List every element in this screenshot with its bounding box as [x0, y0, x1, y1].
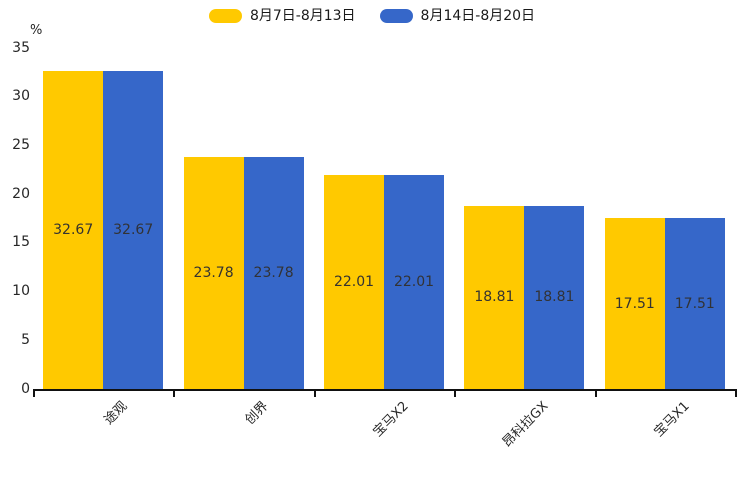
y-tick-label: 15 — [12, 234, 30, 251]
bar-value-label: 17.51 — [614, 295, 655, 312]
bar-8月14日-8月20日-昂科拉GX: 18.81 — [524, 205, 585, 389]
bar-8月7日-8月13日-宝马X1: 17.51 — [604, 218, 665, 389]
legend-label: 8月7日-8月13日 — [249, 8, 356, 24]
legend-item: 8月14日-8月20日 — [379, 7, 536, 25]
bar-8月14日-8月20日-途观: 32.67 — [103, 70, 164, 389]
bar-value-label: 32.67 — [53, 221, 94, 238]
x-axis-tick — [454, 391, 457, 397]
y-tick-label: 25 — [12, 136, 30, 153]
bar-value-label: 23.78 — [193, 265, 234, 282]
chart-legend: 8月7日-8月13日 8月14日-8月20日 — [0, 7, 744, 25]
bar-8月14日-8月20日-宝马X2: 22.01 — [384, 174, 444, 389]
legend-item: 8月7日-8月13日 — [208, 7, 356, 25]
bar-value-label: 23.78 — [253, 265, 294, 282]
bar-value-label: 17.51 — [674, 295, 715, 312]
bar-8月14日-8月20日-创界: 23.78 — [243, 157, 304, 389]
y-tick-label: 20 — [12, 185, 30, 202]
bar-value-label: 18.81 — [534, 289, 575, 306]
legend-swatch — [208, 9, 242, 23]
x-axis-tick — [313, 391, 316, 397]
bar-8月14日-8月20日-宝马X1: 17.51 — [664, 218, 725, 389]
x-category-label: 昂科拉GX — [500, 398, 552, 451]
y-tick-label: 10 — [12, 283, 30, 300]
y-axis-unit-label: % — [30, 23, 43, 38]
bar-8月7日-8月13日-创界: 23.78 — [183, 157, 244, 389]
x-axis-line — [33, 389, 737, 391]
x-axis-tick — [173, 391, 176, 397]
bar-value-label: 22.01 — [393, 273, 435, 290]
x-category-label: 创界 — [242, 398, 272, 428]
legend-swatch — [379, 9, 413, 23]
x-category-label: 宝马X2 — [370, 398, 412, 440]
legend-label: 8月14日-8月20日 — [420, 8, 536, 24]
y-tick-label: 30 — [12, 88, 30, 105]
x-axis-tick — [594, 391, 597, 397]
y-tick-label: 5 — [21, 331, 30, 348]
x-category-label: 宝马X1 — [651, 398, 693, 440]
bar-8月7日-8月13日-途观: 32.67 — [43, 70, 104, 389]
x-axis-tick — [735, 391, 737, 397]
y-tick-label: 35 — [12, 39, 30, 56]
bar-value-label: 22.01 — [333, 273, 375, 290]
bar-value-label: 18.81 — [474, 289, 515, 306]
x-axis-tick — [33, 391, 35, 397]
bar-8月7日-8月13日-昂科拉GX: 18.81 — [464, 205, 525, 389]
x-category-label: 途观 — [101, 398, 131, 428]
bar-value-label: 32.67 — [113, 221, 154, 238]
y-tick-label: 0 — [21, 380, 30, 397]
bar-8月7日-8月13日-宝马X2: 22.01 — [324, 174, 384, 389]
